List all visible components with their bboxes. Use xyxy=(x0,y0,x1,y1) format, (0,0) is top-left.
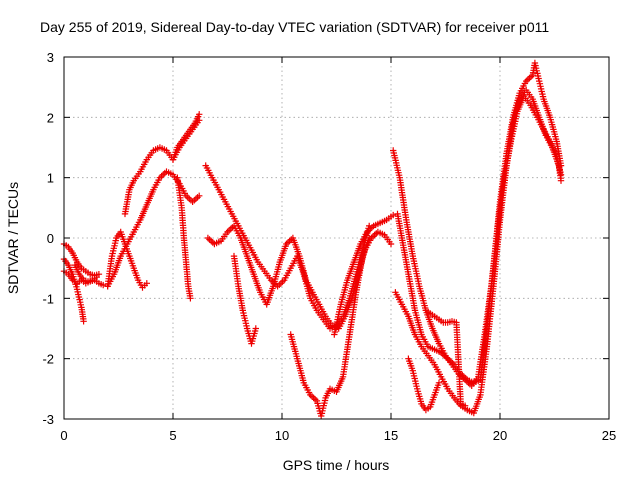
data-series xyxy=(60,59,565,420)
series-markers xyxy=(202,162,373,332)
series-arc-8 xyxy=(104,228,150,291)
grid xyxy=(64,57,609,419)
y-tick-label: -3 xyxy=(42,412,54,427)
x-axis-label: GPS time / hours xyxy=(283,457,390,473)
y-tick-label: 0 xyxy=(47,231,54,246)
series-arc-19 xyxy=(422,307,469,409)
y-tick-label: 1 xyxy=(47,171,54,186)
y-tick-label: -2 xyxy=(42,352,54,367)
x-tick-label: 0 xyxy=(60,428,67,443)
series-markers xyxy=(169,111,203,163)
chart-title: Day 255 of 2019, Sidereal Day-to-day VTE… xyxy=(40,19,549,35)
series-arc-7 xyxy=(169,111,203,163)
series-arc-17 xyxy=(394,59,565,386)
y-tick-label: 3 xyxy=(47,50,54,65)
y-tick-label: 2 xyxy=(47,110,54,125)
series-arc-12 xyxy=(230,252,259,347)
x-tick-label: 15 xyxy=(384,428,398,443)
x-tick-label: 10 xyxy=(275,428,289,443)
y-tick-label: -1 xyxy=(42,291,54,306)
series-arc-9 xyxy=(174,174,194,302)
series-arc-10 xyxy=(202,162,373,332)
series-markers xyxy=(230,252,259,347)
y-axis-label: SDTVAR / TECUs xyxy=(5,182,21,294)
series-arc-15 xyxy=(390,93,565,389)
series-arc-18 xyxy=(405,355,443,414)
x-tick-label: 20 xyxy=(493,428,507,443)
series-markers xyxy=(390,93,565,389)
series-arc-14 xyxy=(331,211,397,338)
series-arc-13 xyxy=(287,234,373,420)
x-tick-label: 25 xyxy=(602,428,616,443)
x-tick-label: 5 xyxy=(169,428,176,443)
series-arc-4 xyxy=(71,261,100,285)
axis-ticks: 0 5 10 15 20 25 -3 -2 -1 0 1 2 3 xyxy=(42,50,616,443)
